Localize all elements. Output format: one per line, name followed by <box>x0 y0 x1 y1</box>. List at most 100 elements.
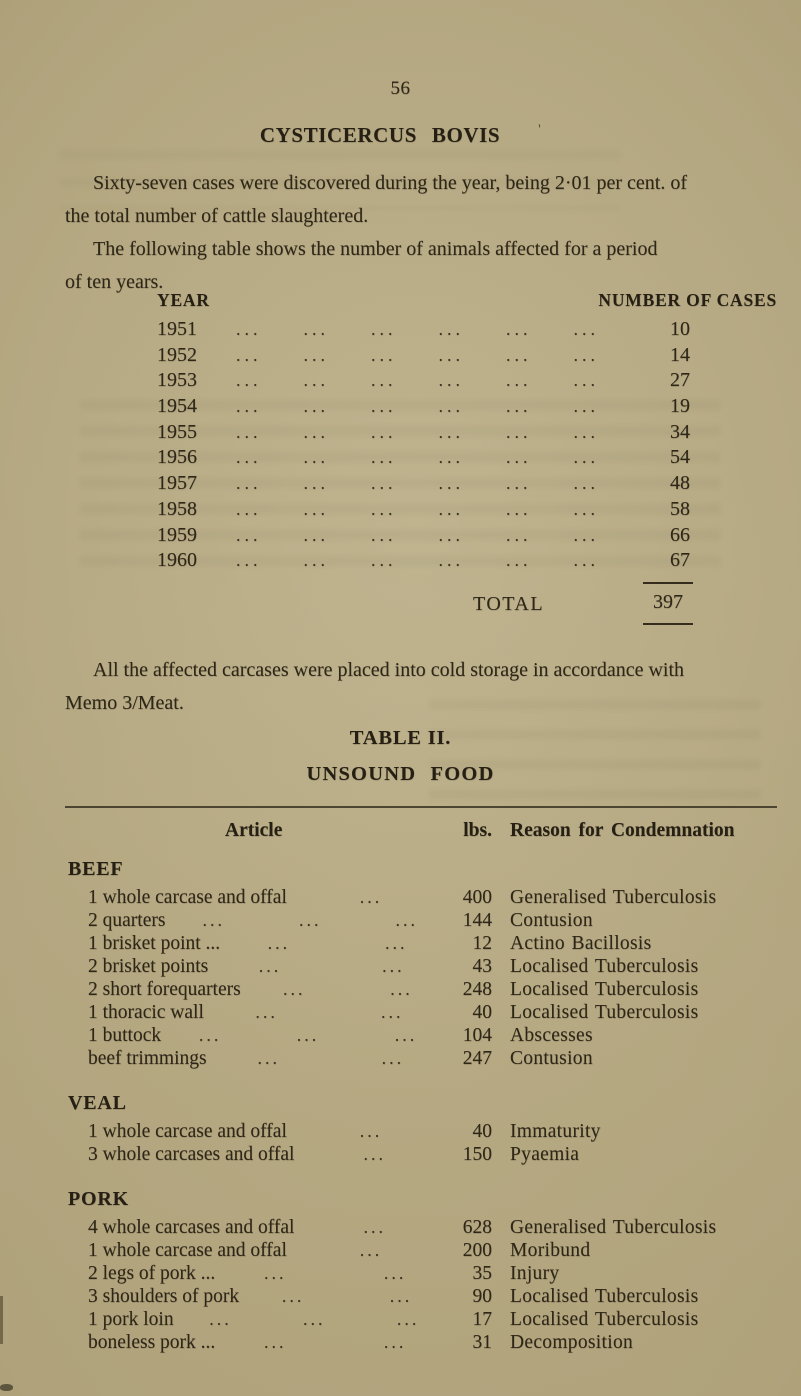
cases-table-cases-column-header: NUMBER OF CASES <box>598 290 777 310</box>
section-title-text: CYSTICERCUS BOVIS <box>259 123 501 147</box>
row-lbs-value: 400 <box>462 887 492 908</box>
cases-table-year-column-header: YEAR <box>157 290 210 310</box>
dot-leader-group: ... <box>506 421 532 442</box>
unsound-food-row: 2 short forequarters...... 248 Localised T… <box>65 978 777 1001</box>
cases-row-value: 48 <box>670 472 690 495</box>
dot-leader-group: ... <box>236 396 262 417</box>
paragraph-line: The following table shows the number of … <box>93 238 658 260</box>
dot-leader-group: ... <box>303 344 329 365</box>
food-section-heading: VEAL <box>68 1092 127 1114</box>
dot-leaders: .................. <box>215 497 620 523</box>
dot-leader-group: ... <box>236 447 262 468</box>
cases-table-row: 1957.................. 48 <box>65 471 777 497</box>
cases-table-row: 1952.................. 14 <box>65 343 777 369</box>
dot-leader-group: ... <box>371 473 397 494</box>
unsound-food-row: 2 quarters......... 144 Contusion <box>65 909 777 932</box>
dot-leader-group: ... <box>438 370 464 391</box>
row-lbs-value: 200 <box>462 1240 492 1261</box>
row-article-cell: 3 shoulders of pork...... <box>88 1285 455 1308</box>
dot-leader-group: ... <box>389 1286 413 1306</box>
row-reason-text: Actino Bacillosis <box>510 933 652 954</box>
paragraph-line: All the affected carcases were placed in… <box>93 659 685 681</box>
row-lbs-value: 90 <box>472 1286 493 1307</box>
cases-table-row: 1958.................. 58 <box>65 497 777 523</box>
unsound-food-row: 1 whole carcase and offal... 200 Moribund <box>65 1239 777 1262</box>
dot-leaders: .................. <box>215 548 620 574</box>
table2-reason-column-header: Reason for Condemnation <box>510 820 735 841</box>
food-section-rows: 1 whole carcase and offal... 400 Generalis… <box>65 886 777 1070</box>
row-lbs-value: 248 <box>462 979 492 1000</box>
dot-leader-group: ... <box>236 370 262 391</box>
dot-leader-group: ... <box>573 344 599 365</box>
paragraph-line: the total number of cattle slaughtered. <box>65 205 369 227</box>
dot-leader-group: ... <box>202 910 225 930</box>
dot-leader-group: ... <box>573 447 599 468</box>
row-lbs-value: 12 <box>472 933 493 954</box>
cases-row-value: 54 <box>670 446 690 469</box>
dot-leader-group: ... <box>573 550 599 571</box>
dot-leader-group: ... <box>573 473 599 494</box>
food-section-rows: 4 whole carcases and offal... 628 Generali… <box>65 1216 777 1354</box>
row-article-text: 1 whole carcase and offal <box>88 1240 287 1261</box>
cases-row-year: 1953 <box>157 369 197 392</box>
table2-top-rule <box>65 806 777 808</box>
dot-leader-group: ... <box>198 1025 222 1045</box>
cases-table-row: 1954.................. 19 <box>65 394 777 420</box>
dot-leader-group: ... <box>385 933 408 953</box>
dot-leader-group: ... <box>506 396 532 417</box>
row-article-text: 1 pork loin <box>88 1309 174 1330</box>
scan-artifact-edge <box>0 1296 3 1344</box>
cases-table-header: YEAR NUMBER OF CASES <box>65 290 777 311</box>
cases-table-row: 1955.................. 34 <box>65 420 777 446</box>
dot-leader-group: ... <box>303 498 329 519</box>
row-lbs-value: 40 <box>472 1121 493 1142</box>
cases-table-row: 1953.................. 27 <box>65 368 777 394</box>
dot-leader-group: ... <box>296 1025 320 1045</box>
dot-leader-group: ... <box>396 1309 420 1329</box>
food-section-rows: 1 whole carcase and offal... 40 Immaturity… <box>65 1120 777 1166</box>
dot-leader-group: ... <box>573 421 599 442</box>
dot-leader-group: ... <box>359 1240 383 1260</box>
dot-leader-group: ... <box>438 473 464 494</box>
row-lbs-value: 628 <box>462 1217 492 1238</box>
dot-leader-group: ... <box>303 421 329 442</box>
dot-leader-group: ... <box>236 319 262 339</box>
row-article-text: 3 shoulders of pork <box>88 1286 240 1307</box>
dot-leader-group: ... <box>298 910 322 930</box>
cases-row-value: 14 <box>670 343 690 366</box>
unsound-food-row: boneless pork ......... 31 Decomposition <box>65 1331 777 1354</box>
dot-leader-group: ... <box>573 524 599 545</box>
row-lbs-value: 150 <box>462 1144 492 1165</box>
dot-leader-group: ... <box>363 1217 386 1237</box>
table2-lbs-column-header: lbs. <box>463 820 492 841</box>
row-lbs-value: 17 <box>472 1309 493 1330</box>
cases-row-year: 1958 <box>157 497 197 520</box>
dot-leader-group: ... <box>371 319 397 339</box>
dot-leader-group: ... <box>506 550 532 571</box>
row-reason-text: Generalised Tuberculosis <box>510 887 717 908</box>
dot-leader-group: ... <box>383 1332 407 1352</box>
dot-leader-group: ... <box>371 421 397 442</box>
dot-leader-group: ... <box>506 524 532 545</box>
dot-leader-group: ... <box>506 319 532 339</box>
unsound-food-row: 3 whole carcases and offal... 150 Pyaemia <box>65 1143 777 1166</box>
dot-leader-group: ... <box>283 979 306 999</box>
dot-leader-group: ... <box>255 1002 278 1022</box>
unsound-food-row: 1 whole carcase and offal... 400 Generalis… <box>65 886 777 909</box>
dot-leader-group: ... <box>371 370 397 391</box>
row-article-text: 1 thoracic wall <box>88 1002 204 1023</box>
dot-leader-group: ... <box>371 550 397 571</box>
unsound-food-row: 3 shoulders of pork...... 90 Localised Tub… <box>65 1285 777 1308</box>
dot-leader-group: ... <box>371 447 397 468</box>
row-article-cell: 1 thoracic wall...... <box>88 1001 455 1024</box>
cases-row-value: 67 <box>670 549 690 572</box>
dot-leader-group: ... <box>573 319 599 339</box>
row-reason-text: Localised Tuberculosis <box>510 1002 699 1023</box>
dot-leader-group: ... <box>438 421 464 442</box>
dot-leader-group: ... <box>573 396 599 417</box>
row-reason-text: Abscesses <box>510 1025 593 1046</box>
table2-sections: BEEF 1 whole carcase and offal... 400 Gener… <box>65 857 777 1354</box>
dot-leaders: .................. <box>215 317 620 343</box>
row-reason-text: Localised Tuberculosis <box>510 1286 699 1307</box>
